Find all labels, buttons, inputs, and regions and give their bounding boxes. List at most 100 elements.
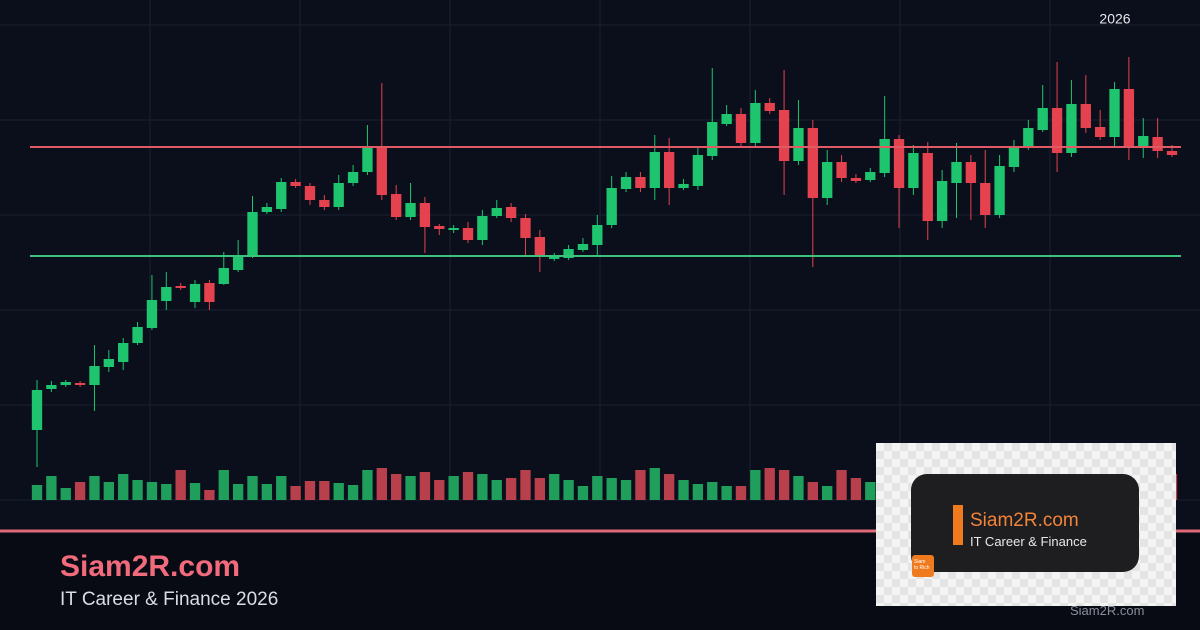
volume-bar bbox=[807, 482, 818, 500]
candle-body bbox=[850, 178, 862, 181]
icon-text: to Rich bbox=[914, 565, 930, 571]
candle-body bbox=[1080, 104, 1091, 128]
volume-bar bbox=[376, 468, 387, 500]
volume-bar bbox=[448, 476, 459, 500]
candle-body bbox=[31, 390, 43, 430]
logo-title: Siam2R.com bbox=[970, 510, 1079, 531]
candle-body bbox=[60, 382, 71, 385]
footer-title: Siam2R.com bbox=[60, 550, 241, 583]
volume-bar bbox=[89, 476, 100, 500]
volume-bar bbox=[750, 470, 761, 500]
candle-body bbox=[376, 148, 387, 195]
logo-subtitle: IT Career & Finance bbox=[970, 534, 1087, 549]
volume-bar bbox=[606, 478, 617, 500]
volume-bar bbox=[31, 485, 43, 500]
volume-bar bbox=[333, 483, 344, 500]
candle-body bbox=[290, 182, 301, 186]
volume-bar bbox=[491, 480, 502, 500]
footer-subtitle: IT Career & Finance 2026 bbox=[60, 589, 279, 610]
volume-bar bbox=[276, 476, 287, 500]
volume-bar bbox=[778, 470, 790, 500]
volume-bar bbox=[218, 470, 229, 500]
volume-bar bbox=[563, 480, 574, 500]
candle-body bbox=[391, 194, 402, 217]
volume-bar bbox=[534, 478, 546, 500]
volume-bar bbox=[663, 474, 675, 500]
candle-body bbox=[980, 183, 991, 215]
candle-body bbox=[592, 225, 603, 245]
candle-body bbox=[1109, 89, 1120, 137]
volume-bar bbox=[850, 478, 862, 500]
candle-body bbox=[663, 152, 675, 188]
volume-bar bbox=[261, 484, 273, 500]
volume-bar bbox=[649, 468, 660, 500]
volume-bar bbox=[577, 486, 589, 500]
candle-body bbox=[822, 162, 833, 198]
watermark: Siam2R.com bbox=[1070, 603, 1145, 618]
candle-body bbox=[1051, 108, 1063, 153]
candle-body bbox=[649, 152, 660, 188]
volume-bar bbox=[46, 476, 57, 500]
volume-bar bbox=[103, 482, 115, 500]
candle-body bbox=[491, 208, 502, 216]
volume-bar bbox=[319, 481, 330, 500]
candle-body bbox=[807, 128, 818, 198]
candle-body bbox=[951, 162, 962, 183]
candle-body bbox=[707, 122, 718, 156]
volume-bar bbox=[60, 488, 71, 500]
candle-body bbox=[678, 184, 689, 188]
candle-body bbox=[879, 139, 890, 173]
volume-bar bbox=[764, 468, 775, 500]
volume-bar bbox=[132, 480, 143, 500]
candle-body bbox=[477, 216, 488, 240]
volume-bar bbox=[74, 482, 86, 500]
candle-body bbox=[620, 177, 632, 189]
logo-card: Siam2R.com IT Career & Finance Siam to Ri… bbox=[876, 443, 1176, 606]
candle-body bbox=[1023, 128, 1034, 147]
candle-body bbox=[232, 256, 244, 270]
volume-bar bbox=[721, 486, 732, 500]
candle-body bbox=[103, 359, 115, 367]
volume-bar bbox=[391, 474, 402, 500]
candle-body bbox=[1138, 136, 1149, 146]
candle-body bbox=[750, 103, 761, 143]
candle-body bbox=[175, 286, 186, 288]
volume-bar bbox=[592, 476, 603, 500]
volume-bar bbox=[204, 490, 215, 500]
volume-bar bbox=[620, 480, 632, 500]
candle-body bbox=[577, 244, 589, 250]
volume-bar bbox=[146, 482, 158, 500]
candle-body bbox=[549, 257, 560, 259]
candle-body bbox=[304, 186, 316, 200]
candle-body bbox=[735, 114, 747, 143]
volume-bar bbox=[175, 470, 186, 500]
candle-body bbox=[419, 203, 431, 227]
candle-body bbox=[936, 181, 948, 221]
volume-bar bbox=[707, 482, 718, 500]
candle-body bbox=[836, 162, 847, 178]
volume-bar bbox=[405, 476, 416, 500]
candle-body bbox=[1166, 151, 1178, 155]
volume-bar bbox=[362, 470, 373, 500]
candle-body bbox=[161, 287, 172, 301]
candle-body bbox=[793, 128, 804, 161]
volume-bar bbox=[735, 486, 747, 500]
candle-body bbox=[563, 249, 574, 258]
candle-body bbox=[434, 226, 445, 229]
candle-body bbox=[534, 237, 546, 257]
candle-body bbox=[1123, 89, 1135, 147]
candle-body bbox=[764, 103, 775, 111]
volume-bar bbox=[247, 476, 258, 500]
volume-bar bbox=[232, 484, 244, 500]
volume-bar bbox=[635, 470, 646, 500]
candle-body bbox=[462, 228, 474, 240]
candle-body bbox=[505, 207, 517, 218]
volume-bar bbox=[462, 472, 474, 500]
candle-body bbox=[204, 283, 215, 302]
logo-bar bbox=[953, 505, 963, 545]
candle-body bbox=[635, 177, 646, 188]
candle-body bbox=[146, 300, 158, 328]
candle-body bbox=[448, 228, 459, 230]
candle-body bbox=[692, 155, 704, 186]
candle-body bbox=[520, 218, 531, 238]
